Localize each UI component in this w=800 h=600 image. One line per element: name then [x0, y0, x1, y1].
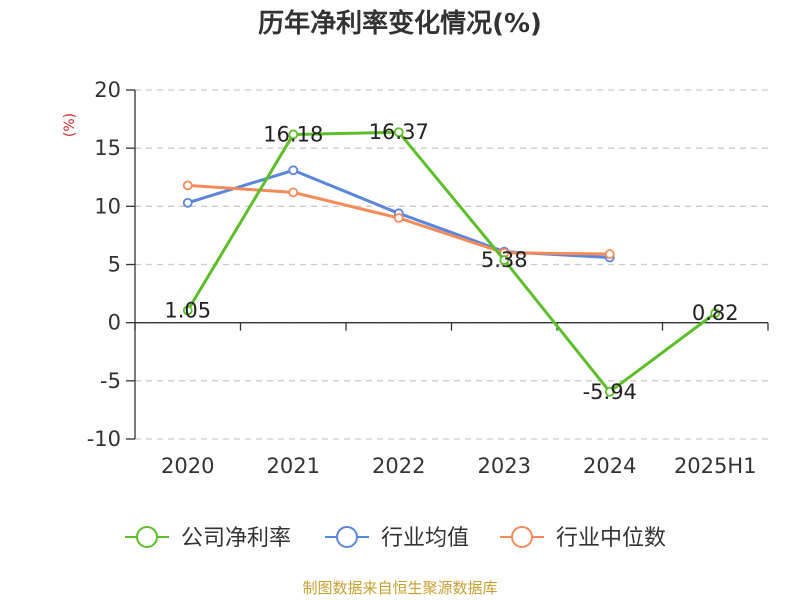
legend-marker	[136, 526, 158, 548]
data-labels: 1.05 16.18 16.37 5.38 -5.94 0.82	[164, 120, 738, 404]
y-tick-label: -10	[87, 427, 121, 451]
data-point[interactable]	[604, 386, 615, 397]
y-axis-unit: (%)	[62, 113, 78, 137]
y-tick-label: -5	[100, 369, 121, 393]
legend-item-company[interactable]: 公司净利率	[125, 526, 291, 551]
data-point[interactable]	[288, 187, 299, 198]
x-tick-label: 2021	[267, 454, 320, 478]
x-tick-label: 2024	[583, 454, 636, 478]
y-tick-label: 15	[94, 136, 121, 160]
data-label: 5.38	[481, 248, 528, 272]
series-company	[182, 127, 721, 397]
legend-label: 公司净利率	[181, 526, 291, 551]
legend-marker	[511, 526, 533, 548]
y-axis-ticks: 20 15 10 5 0 -5 -10	[87, 78, 135, 451]
data-label: -5.94	[583, 380, 637, 404]
x-tick-label: 2020	[161, 454, 214, 478]
series-group	[182, 127, 721, 397]
chart-title: 历年净利率变化情况(%)	[258, 8, 542, 39]
data-point[interactable]	[499, 255, 510, 265]
x-axis: 2020 2021 2022 2023 2024 2025H1	[134, 90, 769, 478]
y-tick-label: 0	[108, 311, 121, 335]
legend-item-industry_avg[interactable]: 行业均值	[325, 526, 469, 551]
legend-item-industry_median[interactable]: 行业中位数	[500, 526, 666, 551]
data-label: 0.82	[692, 301, 739, 325]
legend-label: 行业中位数	[556, 526, 666, 551]
data-point[interactable]	[182, 197, 193, 208]
data-point[interactable]	[182, 305, 193, 316]
data-point[interactable]	[393, 127, 404, 138]
data-label: 1.05	[164, 298, 211, 322]
x-tick-label: 2025H1	[674, 454, 757, 478]
y-tick-label: 20	[94, 78, 121, 102]
grid-lines	[135, 89, 768, 440]
data-point[interactable]	[710, 308, 721, 319]
source-note: 制图数据来自恒生聚源数据库	[302, 579, 497, 597]
data-point[interactable]	[604, 249, 615, 259]
legend-label: 行业均值	[381, 526, 469, 551]
data-point[interactable]	[182, 180, 193, 191]
legend[interactable]: 公司净利率 行业均值 行业中位数	[125, 526, 666, 551]
data-label: 16.37	[369, 120, 429, 144]
data-point[interactable]	[393, 213, 404, 223]
data-point[interactable]	[288, 129, 299, 140]
x-tick-label: 2023	[478, 454, 531, 478]
series-line	[186, 130, 717, 394]
x-tick-label: 2022	[372, 454, 425, 478]
y-tick-label: 5	[108, 253, 121, 277]
legend-marker	[336, 526, 358, 548]
y-tick-label: 10	[94, 194, 121, 218]
data-label: 16.18	[263, 122, 323, 146]
series-industry_median	[182, 180, 615, 259]
data-point[interactable]	[288, 165, 299, 176]
